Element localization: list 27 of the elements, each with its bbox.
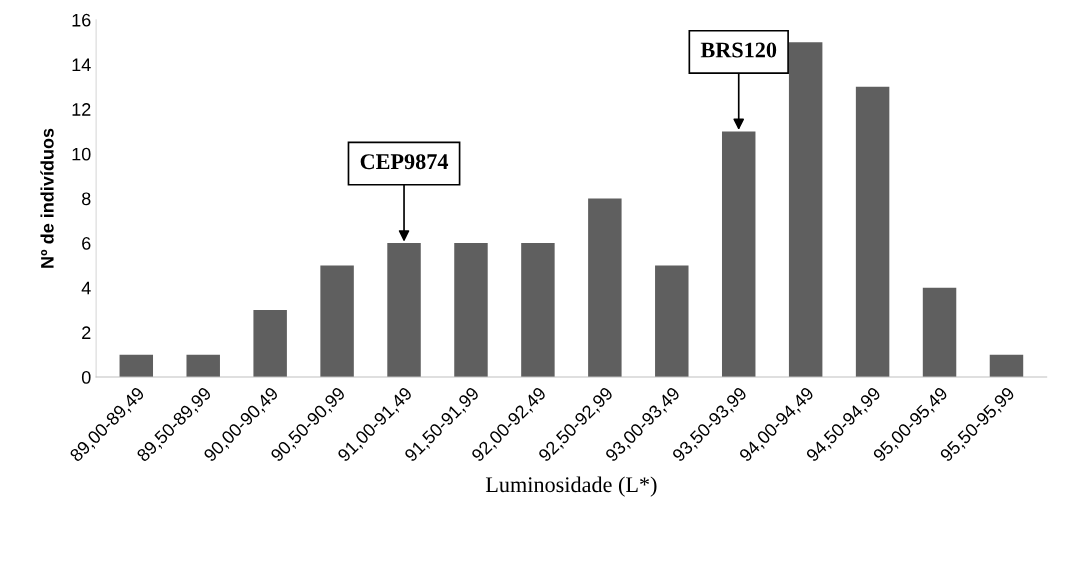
bar	[655, 265, 689, 378]
bar	[186, 354, 220, 378]
y-tick-label: 6	[82, 237, 91, 250]
bar	[788, 42, 823, 378]
y-tick-label: 4	[81, 281, 91, 295]
bar	[521, 243, 555, 378]
bar	[922, 287, 957, 378]
bar	[454, 243, 488, 378]
y-tick-label: 10	[72, 147, 91, 161]
bar	[320, 265, 354, 378]
y-tick-label: 12	[72, 103, 91, 116]
y-axis-title: Nº de indivíduos	[40, 128, 54, 268]
bar	[119, 354, 154, 378]
bar	[253, 310, 287, 378]
y-tick-label: 16	[72, 13, 91, 27]
annotation: CEP9874	[360, 154, 449, 170]
bar	[387, 243, 421, 378]
x-axis-title: Luminosidade (L*)	[485, 476, 657, 497]
y-tick-label: 2	[82, 326, 91, 339]
bar	[588, 198, 622, 378]
y-tick-label: 8	[82, 192, 91, 206]
y-tick-label: 14	[72, 58, 91, 72]
bar	[989, 354, 1024, 378]
annotation: BRS120	[700, 42, 777, 58]
bar	[855, 86, 890, 378]
y-tick-label: 0	[81, 370, 91, 384]
bar	[721, 131, 756, 378]
